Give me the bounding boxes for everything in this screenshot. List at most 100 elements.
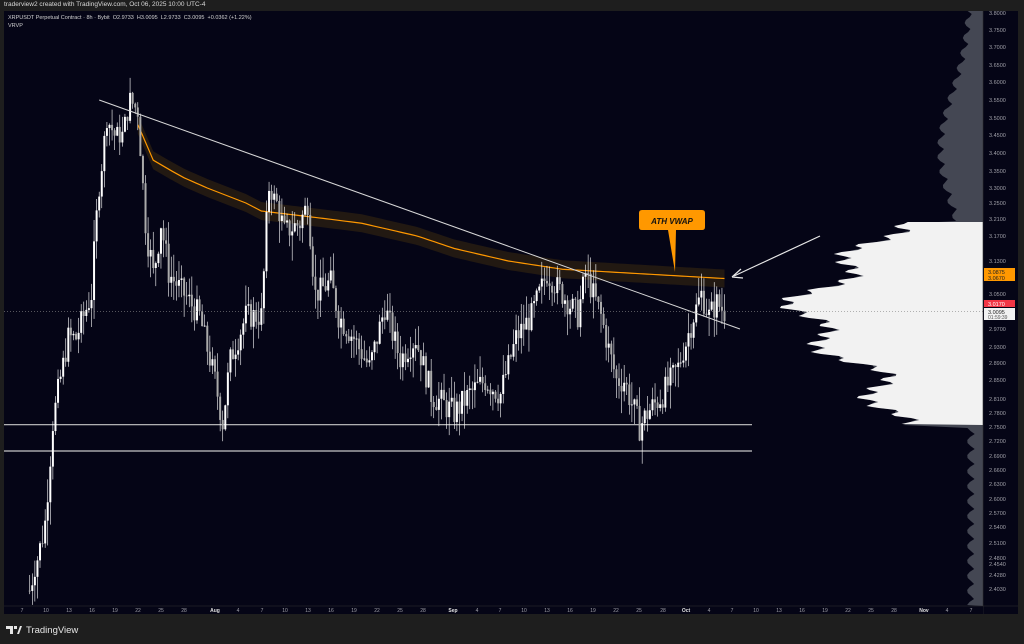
candle-body xyxy=(340,318,343,328)
price-tick-label: 2.7500 xyxy=(989,425,1006,431)
price-tick-label: 2.6300 xyxy=(989,482,1006,488)
candle-body xyxy=(31,585,34,591)
candle-body xyxy=(664,376,667,408)
candle-body xyxy=(525,317,528,330)
candle-body xyxy=(388,310,391,313)
candle-body xyxy=(705,313,708,315)
candle-body xyxy=(636,399,639,406)
candle-body xyxy=(633,399,636,405)
candle-body xyxy=(36,560,39,577)
time-tick-label: 25 xyxy=(636,608,642,614)
candle-body xyxy=(206,325,209,352)
callout-box xyxy=(639,210,705,272)
time-tick-label: 10 xyxy=(43,608,49,614)
symbol-legend: XRPUSDT Perpetual Contract · 8h · Bybit … xyxy=(8,15,252,21)
price-tick-label: 3.0500 xyxy=(989,292,1006,298)
time-tick-label: 19 xyxy=(112,608,118,614)
time-tick-label: 4 xyxy=(946,608,949,614)
candle-body xyxy=(648,410,651,419)
brand-name: TradingView xyxy=(26,625,79,636)
candle-body xyxy=(203,325,206,327)
candle-body xyxy=(180,278,183,281)
chart-pane[interactable]: ATH VWAP 3.8000 3.7500 3.7000 3.6500 3.6000 3.… xyxy=(4,11,1018,614)
time-tick-label: 16 xyxy=(799,608,805,614)
price-tick-label: 3.5500 xyxy=(989,98,1006,104)
candle-body xyxy=(283,215,286,223)
time-tick-label: 7 xyxy=(970,608,973,614)
candle-body xyxy=(713,301,716,318)
price-tick-label: 3.6000 xyxy=(989,80,1006,86)
candle-body xyxy=(82,311,85,316)
candle-body xyxy=(715,294,718,318)
candle-body xyxy=(141,156,144,184)
candle-body xyxy=(450,397,453,402)
price-tick-label: 3.7000 xyxy=(989,45,1006,51)
candle-body xyxy=(702,290,705,314)
candle-body xyxy=(46,502,49,521)
candle-body xyxy=(250,304,253,327)
candle-body xyxy=(409,357,412,359)
candle-body xyxy=(67,327,70,362)
price-tick-label: 3.3000 xyxy=(989,186,1006,192)
price-tick-label: 2.7800 xyxy=(989,411,1006,417)
indicator-label[interactable]: VRVP xyxy=(8,23,23,29)
price-tick-label: 2.9300 xyxy=(989,345,1006,351)
time-tick-label: 19 xyxy=(822,608,828,614)
candle-body xyxy=(461,390,464,414)
time-axis xyxy=(4,606,983,614)
time-tick-label: 13 xyxy=(544,608,550,614)
time-tick-label: 16 xyxy=(567,608,573,614)
candle-body xyxy=(376,341,379,344)
candle-body xyxy=(543,278,546,281)
candle-body xyxy=(463,390,466,406)
value-area-profile xyxy=(779,222,983,425)
candle-body xyxy=(352,336,355,340)
candle-body xyxy=(358,338,361,350)
candle-body xyxy=(597,296,600,302)
candle-body xyxy=(265,211,268,272)
candle-body xyxy=(28,590,31,592)
candle-body xyxy=(378,321,381,344)
candle-body xyxy=(262,271,265,309)
candle-body xyxy=(425,356,428,388)
candle-body xyxy=(566,300,569,315)
time-tick-label: 25 xyxy=(868,608,874,614)
candle-body xyxy=(533,301,536,304)
time-tick-label: 4 xyxy=(476,608,479,614)
candle-body xyxy=(95,210,98,242)
candle-body xyxy=(669,367,672,386)
price-tick-label: 3.7500 xyxy=(989,28,1006,34)
candle-body xyxy=(574,298,577,300)
candle-body xyxy=(399,353,402,368)
candle-body xyxy=(625,382,628,385)
candle-body xyxy=(198,299,201,312)
candle-body xyxy=(407,358,409,363)
candle-body xyxy=(188,294,191,297)
price-chart[interactable]: ATH VWAP 3.8000 3.7500 3.7000 3.6500 3.6000 3.… xyxy=(4,11,1018,614)
candle-body xyxy=(270,190,273,200)
candle-body xyxy=(229,349,232,373)
candle-body xyxy=(576,299,579,328)
candle-body xyxy=(193,306,196,321)
candle-body xyxy=(288,220,291,236)
candle-body xyxy=(255,309,258,322)
time-tick-label: 28 xyxy=(891,608,897,614)
candle-body xyxy=(59,376,62,379)
time-tick-label: 4 xyxy=(237,608,240,614)
price-tick-label: 3.4000 xyxy=(989,151,1006,157)
candle-body xyxy=(134,103,137,108)
time-tick-label: 10 xyxy=(521,608,527,614)
tradingview-logo[interactable]: TradingView xyxy=(6,625,78,636)
time-tick-label: 19 xyxy=(590,608,596,614)
price-tick-label: 3.1300 xyxy=(989,259,1006,265)
candle-body xyxy=(87,308,90,310)
price-tick-label: 3.3500 xyxy=(989,169,1006,175)
price-tag xyxy=(984,274,1015,281)
candle-body xyxy=(226,372,229,406)
price-tick-label: 2.6600 xyxy=(989,468,1006,474)
candle-body xyxy=(286,220,289,223)
candle-body xyxy=(561,284,564,304)
price-tick-label: 3.1700 xyxy=(989,234,1006,240)
candle-body xyxy=(494,391,497,399)
candle-body xyxy=(723,310,726,322)
